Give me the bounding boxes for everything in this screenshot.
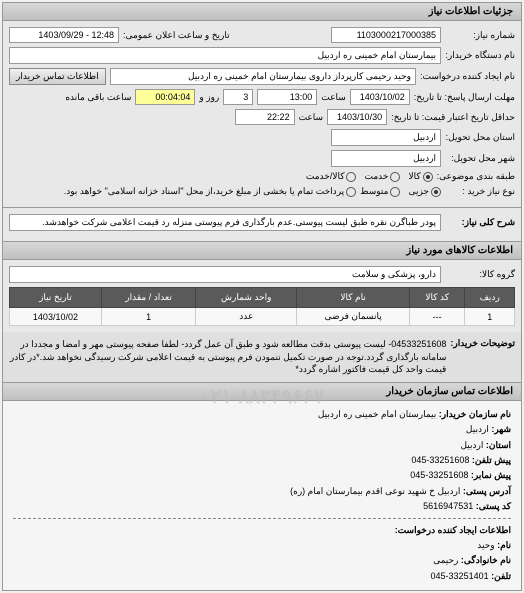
postal-addr-label: آدرس پستی:	[463, 486, 511, 496]
table-header-cell: تاریخ نیاز	[10, 288, 102, 308]
purchase-radio-small[interactable]: جزیی	[408, 186, 441, 197]
table-cell: ---	[409, 308, 465, 326]
requester-label: نام ایجاد کننده درخواست:	[420, 71, 515, 82]
family-value: رحیمی	[433, 555, 458, 565]
purchase-radio-medium[interactable]: متوسط	[360, 186, 400, 197]
budget-label: طبقه بندی موضوعی:	[437, 171, 515, 182]
contact-section: ۰۲۱-۸۸۳۴۹۶۶۷ نام سازمان خریدار: بیمارستا…	[3, 401, 521, 590]
purchase-radio-group: جزیی متوسط	[360, 186, 441, 197]
price-time-label: ساعت	[299, 112, 324, 123]
remain-label: ساعت باقی مانده	[65, 92, 131, 103]
deadline-label: مهلت ارسال پاسخ: تا تاریخ:	[414, 92, 515, 103]
postal-code-label: کد پستی:	[476, 501, 511, 511]
phone-value: 33251608-045	[411, 455, 469, 465]
buyer-device-label: نام دستگاه خریدار:	[445, 50, 515, 61]
budget-radio-group: کالا خدمت کالا/خدمت	[306, 171, 433, 182]
name-value: وحید	[477, 540, 494, 550]
price-date-field: 1403/10/30	[327, 109, 387, 125]
goods-section-title: اطلاعات کالاهای مورد نیاز	[3, 241, 521, 260]
price-deadline-label: حداقل تاریخ اعتبار قیمت: تا تاریخ:	[391, 112, 515, 123]
city-field: اردبیل	[331, 150, 441, 167]
contact-city-value: اردبیل	[466, 424, 489, 434]
city-label: شهر محل تحویل:	[445, 153, 515, 164]
table-header-cell: تعداد / مقدار	[101, 288, 195, 308]
contact-info-button[interactable]: اطلاعات تماس خریدار	[9, 68, 106, 85]
postal-code-value: 5616947531	[423, 501, 473, 511]
panel-title: جزئیات اطلاعات نیاز	[3, 3, 521, 21]
fax-label: پیش نمابر:	[471, 470, 511, 480]
budget-radio-both[interactable]: کالا/خدمت	[306, 171, 357, 182]
desc-label: توضیحات خریدار:	[448, 336, 517, 378]
radio-icon	[390, 172, 400, 182]
days-label: روز و	[199, 92, 219, 103]
public-date-field: 12:48 - 1403/09/29	[9, 27, 119, 43]
table-header-cell: واحد شمارش	[196, 288, 297, 308]
deadline-time-field: 13:00	[257, 89, 317, 105]
remain-time-field: 00:04:04	[135, 89, 195, 105]
req-number-label: شماره نیاز:	[445, 30, 515, 41]
org-value: بیمارستان امام خمینی ره اردبیل	[318, 409, 436, 419]
table-header-cell: ردیف	[465, 288, 515, 308]
table-cell: 1	[465, 308, 515, 326]
requester-field: وحید رحیمی کارپرداز داروی بیمارستان امام…	[110, 68, 416, 85]
province-field: اردبیل	[331, 129, 441, 146]
table-cell: 1403/10/02	[10, 308, 102, 326]
org-label: نام سازمان خریدار:	[439, 409, 511, 419]
name-label: نام:	[497, 540, 511, 550]
desc-text: 04533251608- لیست پیوستی بدقت مطالعه شود…	[7, 336, 448, 378]
province-label: استان محل تحویل:	[445, 132, 515, 143]
table-cell: 1	[101, 308, 195, 326]
radio-icon	[346, 172, 356, 182]
contact-province-label: استان:	[486, 440, 511, 450]
table-row: 1---پانسمان فرضیعدد11403/10/02	[10, 308, 515, 326]
family-label: نام خانوادگی:	[461, 555, 511, 565]
public-date-label: تاریخ و ساعت اعلان عمومی:	[123, 30, 230, 41]
table-cell: پانسمان فرضی	[297, 308, 410, 326]
table-header-cell: کد کالا	[409, 288, 465, 308]
creator-title: اطلاعات ایجاد کننده درخواست:	[13, 523, 511, 537]
contact-city-label: شهر:	[491, 424, 511, 434]
keyword-field: پودر طباگرن نقره طبق لیست پیوستی.عدم بار…	[9, 214, 441, 231]
price-time-field: 22:22	[235, 109, 295, 125]
budget-radio-kala[interactable]: کالا	[408, 171, 432, 182]
deadline-date-field: 1403/10/02	[350, 89, 410, 105]
table-cell: عدد	[196, 308, 297, 326]
fax-value: 33251608-045	[410, 470, 468, 480]
buyer-description-box: توضیحات خریدار: 04533251608- لیست پیوستی…	[3, 332, 521, 382]
group-label: گروه کالا:	[445, 269, 515, 280]
contact-province-value: اردبیل	[460, 440, 483, 450]
postal-addr-value: اردبیل خ شهید نوعی اقدم بیمارستان امام (…	[290, 486, 460, 496]
phone-label: پیش تلفن:	[472, 455, 511, 465]
req-number-field: 1103000217000385	[331, 27, 441, 43]
watermark-text: ۰۲۱-۸۸۳۴۹۶۶۷	[200, 381, 325, 413]
purchase-note-check[interactable]: پرداخت تمام یا بخشی از مبلغ خرید،از محل …	[64, 186, 356, 197]
radio-icon	[423, 172, 433, 182]
radio-icon	[431, 187, 441, 197]
days-field: 3	[223, 89, 253, 105]
group-field: دارو، پزشکی و سلامت	[9, 266, 441, 283]
buyer-device-field: بیمارستان امام خمینی ره اردبیل	[9, 47, 441, 64]
table-header-cell: نام کالا	[297, 288, 410, 308]
purchase-label: نوع نیاز خرید :	[445, 186, 515, 197]
keyword-label: شرح کلی نیاز:	[445, 217, 515, 228]
budget-radio-khedmat[interactable]: خدمت	[364, 171, 400, 182]
radio-icon	[346, 187, 356, 197]
goods-table: ردیفکد کالانام کالاواحد شمارشتعداد / مقد…	[9, 287, 515, 326]
radio-icon	[390, 187, 400, 197]
deadline-time-label: ساعت	[321, 92, 346, 103]
